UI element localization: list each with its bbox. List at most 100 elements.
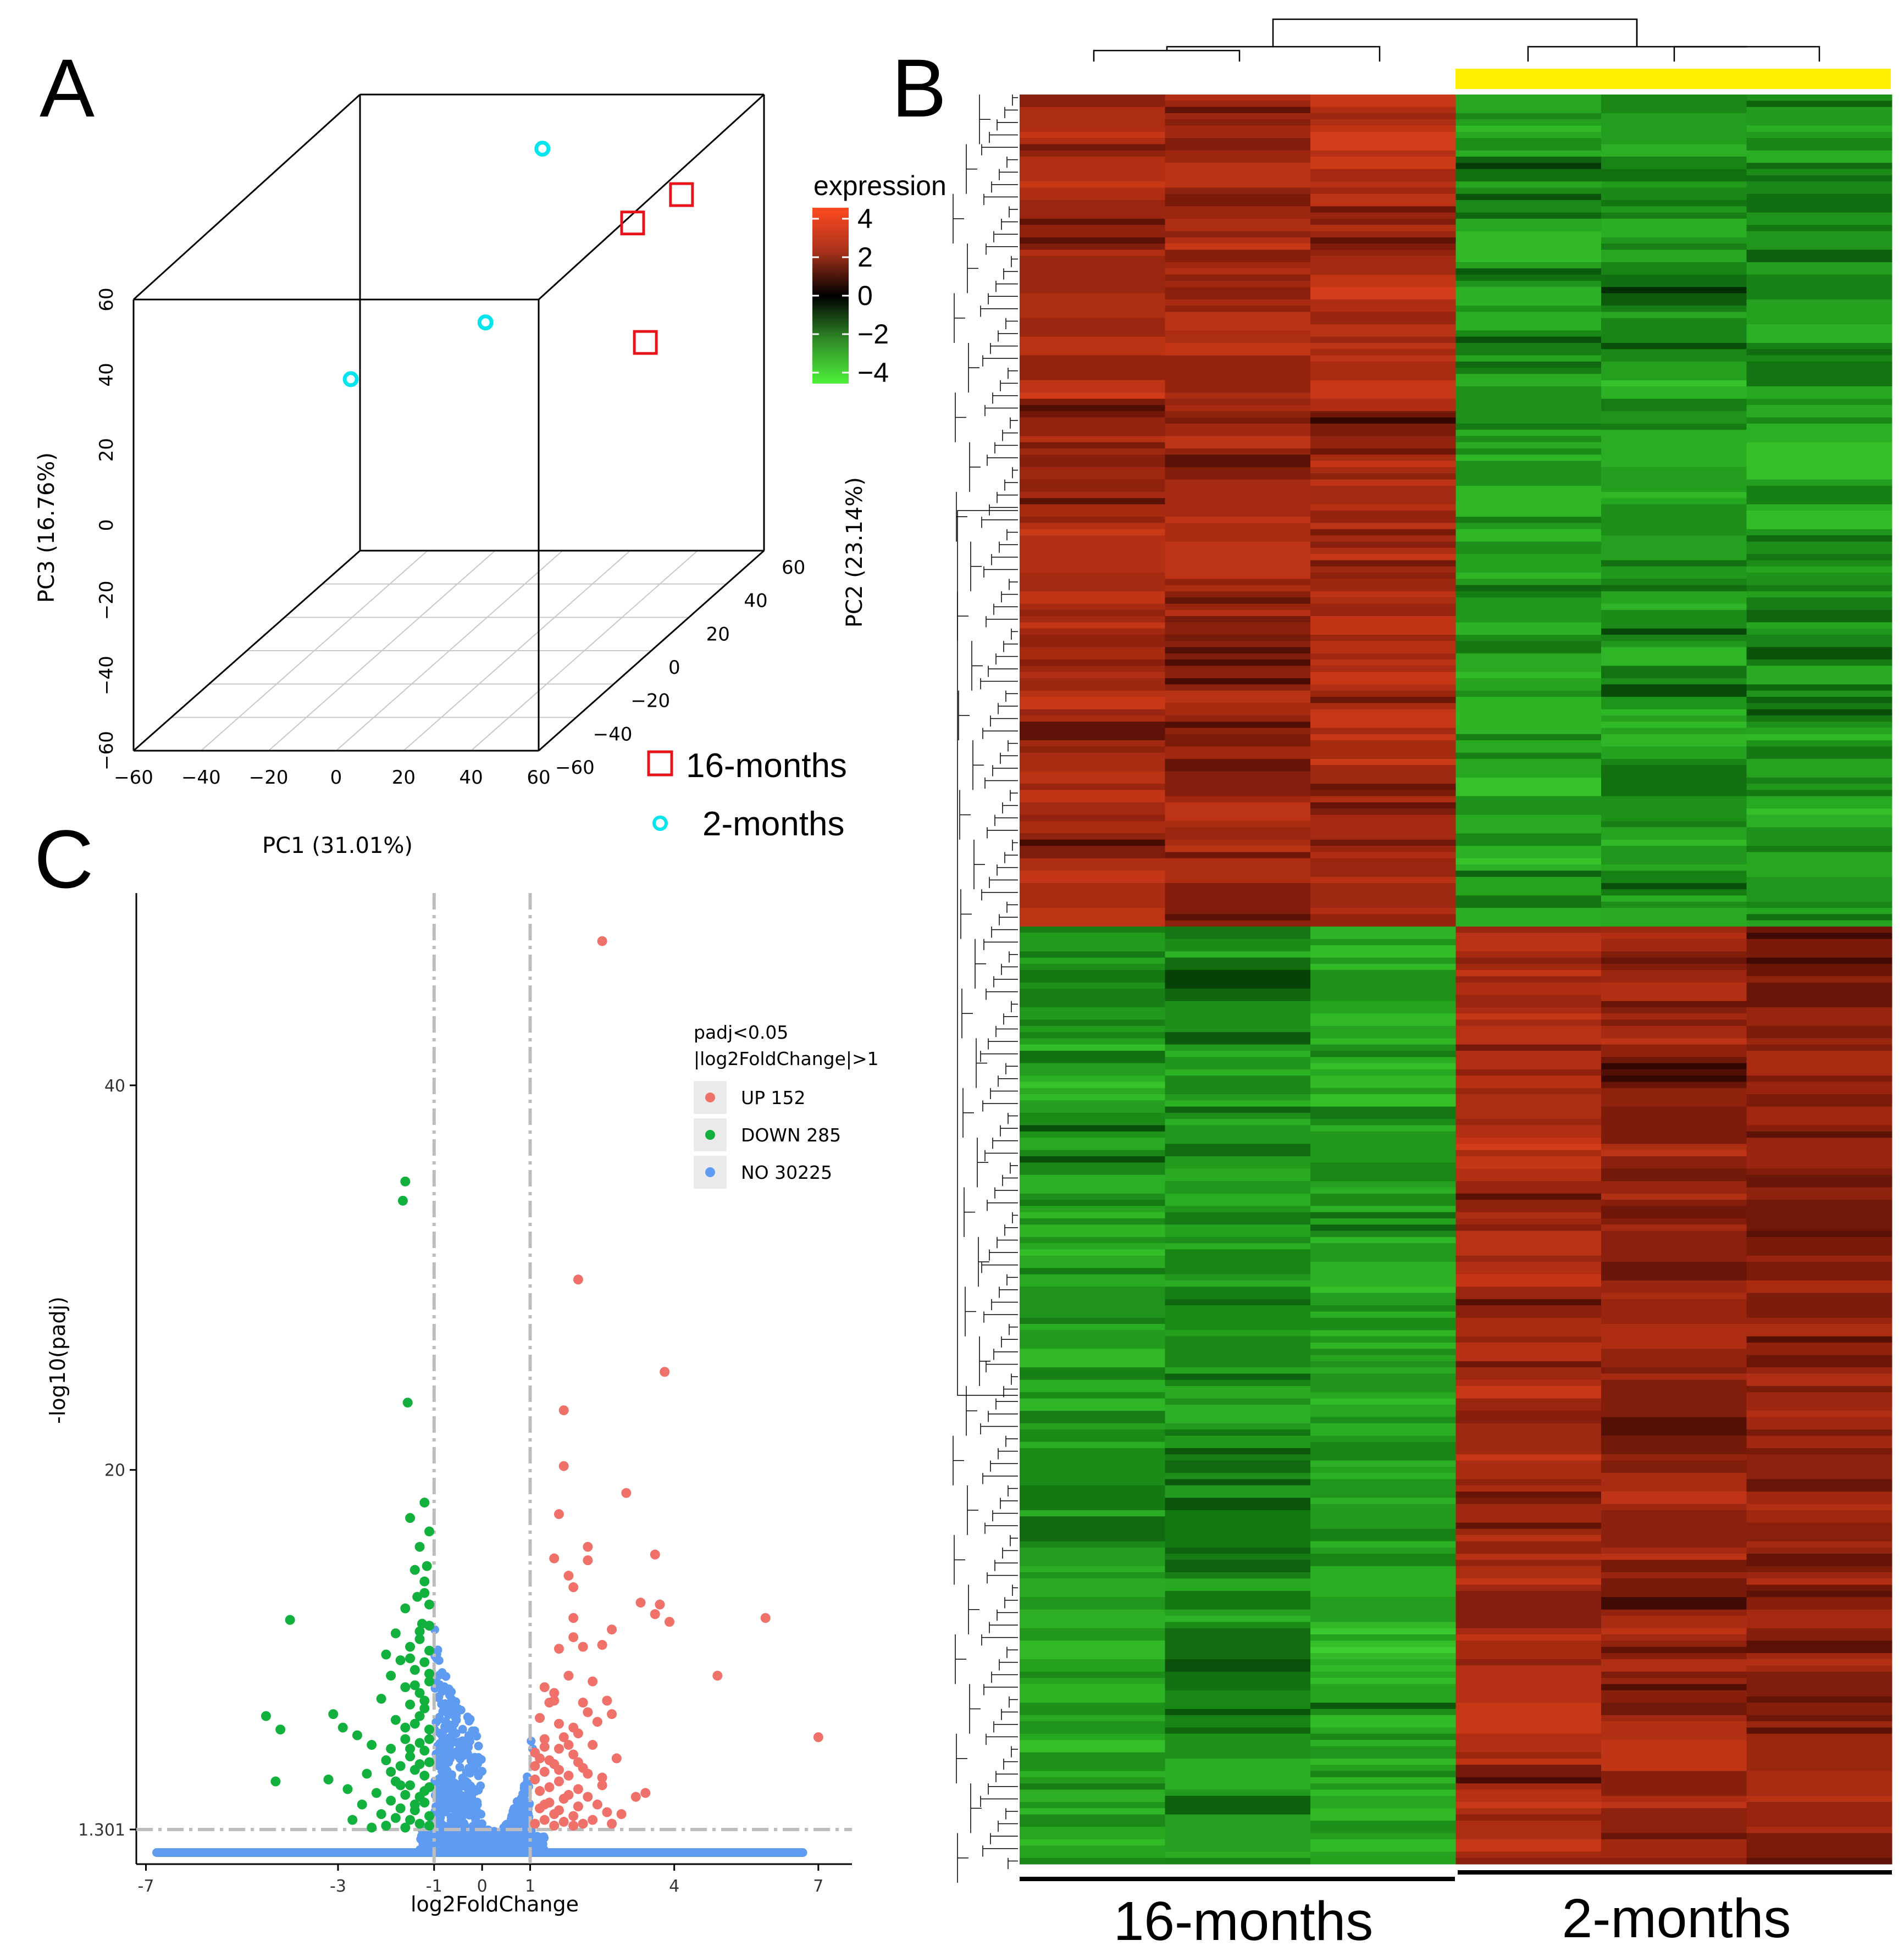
heatmap-cell <box>1165 1690 1311 1710</box>
down-point <box>414 1711 425 1721</box>
heatmap-cell <box>1020 1671 1165 1678</box>
heatmap-cell <box>1165 771 1311 797</box>
heatmap-cell <box>1455 1777 1602 1784</box>
heatmap-cell <box>1601 1007 1747 1014</box>
heatmap-cell <box>1310 1554 1456 1567</box>
heatmap-cell <box>1601 1554 1747 1560</box>
heatmap-cell <box>1310 1653 1456 1660</box>
up-point <box>568 1632 579 1643</box>
up-point <box>539 1682 550 1693</box>
heatmap-cell <box>1601 1156 1747 1169</box>
heatmap-cell <box>1455 268 1602 275</box>
heatmap-cell <box>1310 1646 1456 1654</box>
pca-point-16-months <box>633 330 658 355</box>
heatmap-cell <box>1746 355 1892 362</box>
heatmap-cell <box>1310 690 1456 697</box>
heatmap-cell <box>1746 107 1892 126</box>
heatmap-cell <box>1310 603 1456 617</box>
heatmap-cell <box>1310 945 1456 958</box>
heatmap-cell <box>1746 647 1892 660</box>
pc1-tick: 20 <box>392 767 416 789</box>
down-point <box>424 1734 435 1744</box>
heatmap-cell <box>1165 1206 1311 1213</box>
heatmap-cell <box>1455 1665 1602 1703</box>
heatmap-cell <box>1601 1640 1747 1648</box>
heatmap-cell <box>1746 1367 1892 1374</box>
up-point <box>597 1772 607 1783</box>
heatmap-cell <box>1455 696 1602 735</box>
down-point <box>390 1715 401 1725</box>
heatmap-cell <box>1455 342 1602 356</box>
x-tick-label: -1 <box>426 1877 442 1896</box>
down-point <box>400 1822 411 1833</box>
heatmap-cell <box>1020 1783 1165 1790</box>
heatmap-cell <box>1165 95 1311 101</box>
pca-point-2-months <box>534 141 551 157</box>
heatmap-cell <box>1020 659 1165 666</box>
heatmap-cell <box>1310 1566 1456 1598</box>
heatmap-cell <box>1601 684 1747 697</box>
heatmap-cell <box>1310 218 1456 225</box>
up-point <box>611 1753 622 1764</box>
heatmap-cell <box>1310 591 1456 598</box>
down-point <box>424 1811 435 1821</box>
down-point <box>424 1757 435 1767</box>
heatmap-cell <box>1746 715 1892 722</box>
heatmap-cell <box>1310 908 1456 914</box>
up-point <box>549 1688 560 1698</box>
down-point <box>285 1615 295 1625</box>
heatmap-cell <box>1020 1112 1165 1126</box>
heatmap-cell <box>1165 330 1311 343</box>
heatmap-cell <box>1601 1597 1747 1610</box>
heatmap-cell <box>1746 324 1892 343</box>
heatmap-cell <box>1601 970 1747 983</box>
up-point <box>597 936 607 946</box>
heatmap-cell <box>1455 1119 1602 1126</box>
heatmap-cell <box>1165 1280 1311 1287</box>
heatmap-cell <box>1601 169 1747 182</box>
heatmap-cell <box>1020 1684 1165 1703</box>
panel-b: B expressio <box>812 18 1892 1946</box>
heatmap-cell <box>1746 622 1892 629</box>
up-point <box>592 1717 602 1727</box>
heatmap-cell <box>1455 436 1602 443</box>
heatmap-cell <box>1020 603 1165 611</box>
heatmap-cell <box>1455 1361 1602 1368</box>
heatmap-cell <box>1165 454 1311 468</box>
volcano-ticks: -7 -3 -1 0 1 4 7 1.301 20 40 <box>78 1077 823 1896</box>
heatmap-cell <box>1165 436 1311 449</box>
heatmap-cell <box>1165 690 1311 703</box>
heatmap-cell <box>1165 1435 1311 1449</box>
up-point <box>539 1742 550 1752</box>
heatmap-cell <box>1310 814 1456 840</box>
heatmap-cell <box>1165 417 1311 424</box>
heatmap-cell <box>1601 1150 1747 1157</box>
heatmap-cell <box>1746 901 1892 908</box>
heatmap-cell <box>1165 634 1311 641</box>
heatmap-cell <box>1746 808 1892 816</box>
heatmap-cell <box>1455 678 1602 691</box>
heatmap-cell <box>1020 1516 1165 1542</box>
heatmap-cell <box>1455 517 1602 524</box>
pc2-tick: −20 <box>630 690 670 712</box>
heatmap-cell <box>1746 1597 1892 1610</box>
heatmap-cell <box>1310 1212 1456 1219</box>
heatmap-cell <box>1601 1740 1747 1772</box>
up-point <box>554 1509 564 1520</box>
heatmap-cell <box>1020 187 1165 201</box>
heatmap-cell <box>1165 448 1311 455</box>
heatmap-cell <box>1020 1044 1165 1051</box>
legend-2-months-marker <box>652 816 668 831</box>
heatmap-cell <box>1165 1709 1311 1716</box>
heatmap-cell <box>1601 796 1747 822</box>
heatmap-cell <box>1746 1541 1892 1548</box>
heatmap-cell <box>1310 1460 1456 1467</box>
no-point <box>463 1843 473 1852</box>
heatmap-cell <box>1165 1094 1311 1101</box>
down-point <box>409 1718 420 1729</box>
heatmap-cell <box>1601 1634 1747 1641</box>
heatmap-cell <box>1746 423 1892 443</box>
heatmap-cell <box>1020 1858 1165 1865</box>
heatmap-cell <box>1165 231 1311 238</box>
heatmap-cell <box>1746 920 1892 927</box>
